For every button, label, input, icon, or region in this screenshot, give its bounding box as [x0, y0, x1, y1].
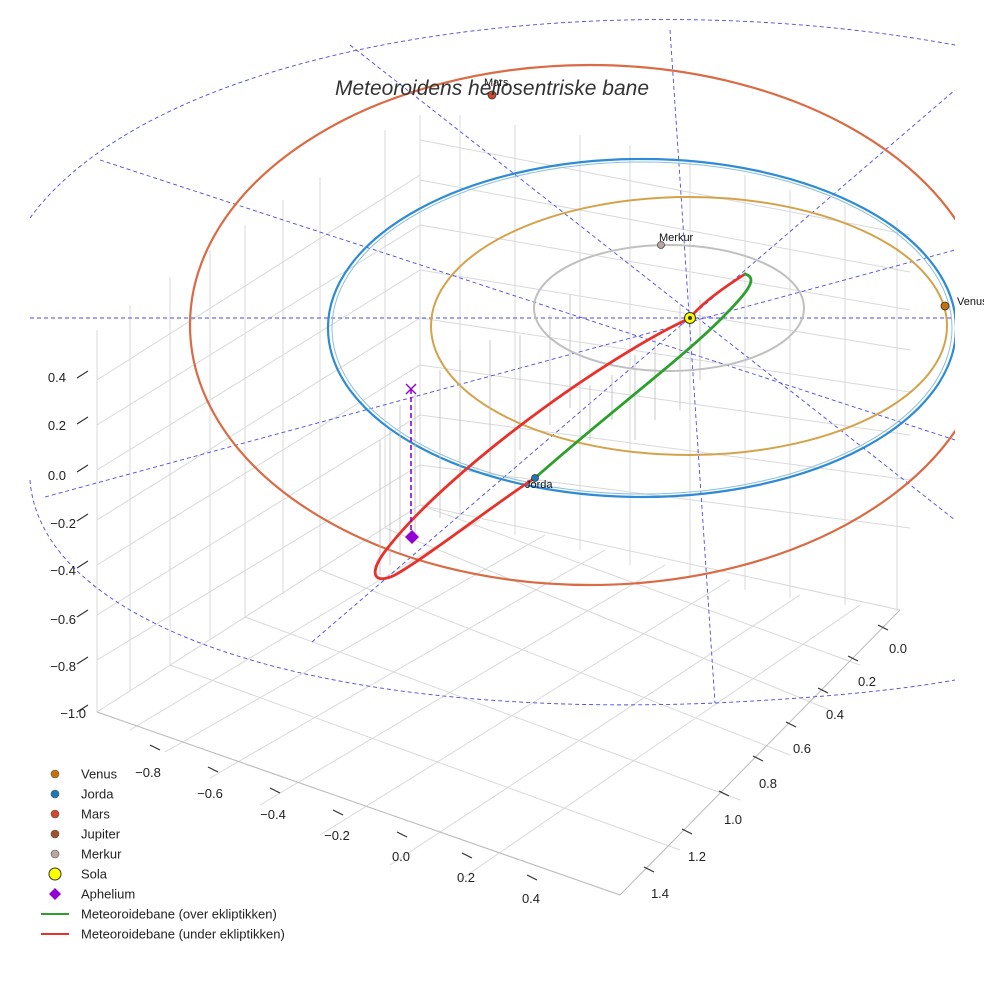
legend-dot-icon	[50, 769, 60, 779]
legend-label: Jorda	[81, 787, 114, 802]
venus-label: Venus	[957, 296, 984, 308]
legend-item: Jupiter	[50, 827, 121, 842]
diagonal-reference-line-4	[44, 249, 955, 498]
z-tick-label: 0.0	[48, 468, 66, 483]
planet-orbits	[189, 63, 955, 587]
merkur-marker	[657, 241, 665, 249]
x-tick-label: 0.4	[522, 891, 540, 906]
legend-label: Aphelium	[81, 887, 135, 902]
merkur-orbit	[533, 244, 805, 372]
y-tick-label: 0.8	[759, 776, 777, 791]
legend-diamond-icon	[49, 888, 61, 900]
aphelion-group	[405, 383, 419, 544]
x-tick-label: −0.4	[260, 807, 286, 822]
meteoroid-orbit-under	[373, 316, 692, 581]
pane-grid	[96, 115, 911, 896]
y-axis-tick-labels: 0.0 0.2 0.4 0.6 0.8 1.0 1.2 1.4	[651, 641, 907, 901]
legend-label: Meteoroidebane (under ekliptikken)	[81, 927, 285, 942]
outer-reference-ellipse	[29, 19, 955, 706]
legend-dot-icon	[50, 789, 60, 799]
jorda-orbit	[326, 157, 955, 499]
x-tick-label: −0.6	[197, 786, 223, 801]
axis-tick-marks	[76, 370, 889, 881]
y-tick-label: 0.4	[826, 707, 844, 722]
x-tick-label: −0.2	[324, 828, 350, 843]
jorda-label: Jorda	[525, 479, 553, 491]
diagonal-reference-line-2	[669, 29, 716, 704]
y-tick-label: 1.0	[724, 812, 742, 827]
meteoroid-orbit-over	[533, 272, 753, 480]
aphelion-diamond-icon	[405, 530, 419, 544]
legend-item: Mars	[50, 807, 110, 822]
z-tick-label: −0.8	[50, 659, 76, 674]
legend-item: Meteoroidebane (over ekliptikken)	[41, 907, 277, 922]
legend-item: Sola	[48, 867, 108, 882]
z-tick-label: −1.0	[60, 706, 86, 721]
jorda-orbit-inner	[331, 161, 953, 495]
legend-label: Venus	[81, 767, 118, 782]
mars-orbit	[189, 63, 955, 587]
x-axis-tick-labels: −0.8 −0.6 −0.4 −0.2 0.0 0.2 0.4	[135, 765, 540, 906]
legend-dot-icon	[50, 809, 60, 819]
diagonal-reference-line-1	[99, 159, 955, 441]
planet-markers: Mars Merkur Venus Jorda	[484, 77, 984, 491]
jorda-marker	[531, 474, 539, 482]
legend-dot-icon	[50, 829, 60, 839]
z-tick-label: 0.2	[48, 418, 66, 433]
legend-item: Merkur	[50, 847, 122, 862]
legend-item: Aphelium	[49, 887, 135, 902]
z-tick-label: 0.4	[48, 370, 66, 385]
z-tick-label: −0.6	[50, 612, 76, 627]
merkur-label: Merkur	[659, 232, 694, 244]
z-tick-label: −0.2	[50, 516, 76, 531]
y-tick-label: 0.0	[889, 641, 907, 656]
legend-sun-icon	[48, 867, 62, 881]
legend-item: Jorda	[50, 787, 114, 802]
y-tick-label: 1.4	[651, 886, 669, 901]
legend-item: Meteoroidebane (under ekliptikken)	[41, 927, 285, 942]
legend-dot-icon	[50, 849, 60, 859]
y-tick-label: 0.2	[858, 674, 876, 689]
legend-label: Merkur	[81, 847, 122, 862]
x-tick-label: 0.0	[392, 849, 410, 864]
z-tick-label: −0.4	[50, 563, 76, 578]
sola-inner-marker	[688, 316, 692, 320]
diagonal-reference-line-3	[311, 89, 955, 643]
venus-marker	[940, 301, 950, 311]
mars-marker	[487, 90, 497, 100]
aphelion-projection-x-icon	[405, 383, 417, 395]
legend: Venus Jorda Mars Jupiter Merkur Sola Aphelium M…	[41, 767, 285, 942]
legend-label: Jupiter	[81, 827, 121, 842]
reference-lines	[29, 19, 955, 706]
y-tick-label: 0.6	[793, 741, 811, 756]
x-tick-label: 0.2	[457, 870, 475, 885]
legend-label: Sola	[81, 867, 108, 882]
mars-label: Mars	[484, 77, 509, 89]
legend-item: Venus	[50, 767, 118, 782]
legend-label: Mars	[81, 807, 110, 822]
z-axis-tick-labels: 0.4 0.2 0.0 −0.2 −0.4 −0.6 −0.8 −1.0	[48, 370, 86, 721]
x-tick-label: −0.8	[135, 765, 161, 780]
legend-label: Meteoroidebane (over ekliptikken)	[81, 907, 277, 922]
chart-title: Meteoroidens heliosentriske bane	[335, 77, 649, 100]
venus-orbit	[430, 196, 948, 456]
meteoroid-orbit-under-upper	[688, 272, 747, 320]
y-tick-label: 1.2	[688, 849, 706, 864]
diagonal-reference-line-5	[349, 44, 955, 521]
